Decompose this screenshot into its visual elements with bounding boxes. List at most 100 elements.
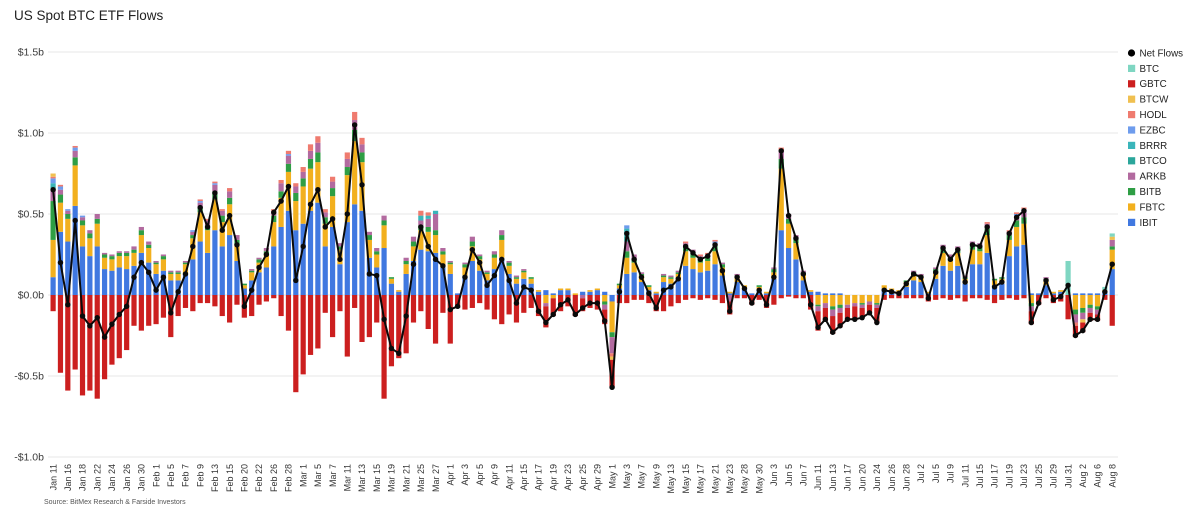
bar-segment-brrr xyxy=(432,210,439,214)
bar-segment-arkb xyxy=(859,304,865,308)
bar-segment-hodl xyxy=(315,136,321,143)
bar-segment-arkb xyxy=(866,301,873,305)
net-flows-point xyxy=(866,310,873,316)
bar-segment-bitb xyxy=(1080,307,1086,313)
bar-segment-ibit xyxy=(565,290,571,295)
net-flows-point xyxy=(1094,316,1101,322)
bar-segment-ibit xyxy=(535,291,542,295)
y-axis-label: -$0.5b xyxy=(14,371,44,383)
bar-segment-arkb xyxy=(300,171,306,179)
bar-segment-ibit xyxy=(1006,256,1012,295)
bar-segment-ibit xyxy=(300,223,306,295)
bar-segment-arkb xyxy=(337,243,343,247)
bar-segment-ibit xyxy=(830,293,836,295)
x-axis-label: Jul 17 xyxy=(990,464,1000,488)
bar-segment-gbtc xyxy=(138,295,144,331)
bar-segment-ibit xyxy=(87,256,93,295)
bar-segment-arkb xyxy=(1109,239,1115,247)
bar-segment-ibit xyxy=(410,260,417,295)
net-flows-point xyxy=(1013,214,1020,220)
bar-segment-gbtc xyxy=(822,307,828,321)
net-flows-point xyxy=(79,313,86,319)
x-axis-label: Apr 29 xyxy=(593,464,603,491)
bar-segment-fbtc xyxy=(153,264,159,274)
bar-segment-bitb xyxy=(344,167,350,176)
bar-segment-ibit xyxy=(440,267,446,295)
x-axis-label: May 7 xyxy=(637,464,647,489)
net-flows-point xyxy=(168,310,174,316)
net-flows-point xyxy=(226,212,233,219)
x-axis-label: Apr 5 xyxy=(475,464,485,486)
bar-segment-bitb xyxy=(1028,303,1034,307)
bar-segment-fbtc xyxy=(57,202,64,232)
net-flows-point xyxy=(815,324,821,331)
bar-segment-ibit xyxy=(1050,293,1056,295)
legend-marker-ibit xyxy=(1128,218,1136,226)
bar-segment-hodl xyxy=(418,210,424,216)
x-axis-label: Apr 11 xyxy=(504,464,514,490)
bar-segment-ibit xyxy=(432,252,439,295)
net-flows-point xyxy=(381,316,387,322)
legend-label: EZBC xyxy=(1140,125,1166,136)
bar-segment-bitb xyxy=(227,197,233,205)
x-axis-label: Jul 31 xyxy=(1063,464,1073,488)
bar-segment-gbtc xyxy=(432,295,439,344)
x-axis-label: May 1 xyxy=(607,464,617,489)
bar-segment-gbtc xyxy=(153,295,159,325)
bar-segment-hodl xyxy=(219,209,225,211)
bar-segment-arkb xyxy=(491,251,497,255)
legend-marker-net-flows xyxy=(1127,49,1136,57)
bar-segment-fbtc xyxy=(866,295,873,302)
net-flows-point xyxy=(1043,277,1049,284)
bar-segment-ibit xyxy=(329,226,336,295)
x-axis-label: May 15 xyxy=(681,464,691,494)
bar-segment-ezbc xyxy=(190,230,196,232)
bar-segment-fbtc xyxy=(197,212,203,242)
bar-segment-ibit xyxy=(65,241,71,295)
bar-segment-ezbc xyxy=(285,154,292,156)
bar-segment-hodl xyxy=(293,183,299,187)
bar-segment-fbtc xyxy=(557,288,564,291)
bar-segment-bitb xyxy=(374,251,380,255)
bar-segment-ibit xyxy=(293,230,299,295)
bar-segment-arkb xyxy=(432,214,439,231)
bar-segment-bitb xyxy=(609,332,615,338)
bar-segment-bitb xyxy=(719,264,726,268)
bar-segment-gbtc xyxy=(212,295,218,307)
bar-segment-ibit xyxy=(322,246,328,295)
x-axis-label: Jan 24 xyxy=(107,464,117,491)
bar-segment-fbtc xyxy=(116,256,122,268)
x-axis-label: Jun 5 xyxy=(784,464,794,486)
bar-segment-bitb xyxy=(366,235,372,240)
bar-segment-gbtc xyxy=(999,295,1005,300)
x-axis-label: Apr 3 xyxy=(460,464,470,486)
bar-segment-gbtc xyxy=(955,295,961,299)
bar-segment-ibit xyxy=(381,248,387,295)
bar-segment-bitb xyxy=(337,246,343,250)
bar-segment-fbtc xyxy=(712,251,718,265)
net-flows-point xyxy=(1072,332,1079,339)
bar-segment-ibit xyxy=(307,210,314,295)
bar-segment-bitb xyxy=(271,215,277,223)
bar-segment-fbtc xyxy=(1006,239,1012,257)
bar-segment-hodl xyxy=(278,179,284,184)
bar-segment-bitb xyxy=(1109,246,1115,250)
x-axis-label: Jan 11 xyxy=(48,464,58,490)
bar-segment-ibit xyxy=(543,290,549,295)
bar-segment-ibit xyxy=(683,265,689,295)
bar-segment-bitb xyxy=(146,244,152,249)
bar-segment-fbtc xyxy=(1021,223,1027,245)
bar-segment-fbtc xyxy=(65,218,71,242)
net-flows-point xyxy=(587,300,593,306)
net-flows-point xyxy=(756,287,762,293)
net-flows-point xyxy=(977,243,983,250)
bar-segment-bitb xyxy=(830,306,836,310)
bar-segment-fbtc xyxy=(182,264,189,274)
bar-segment-ibit xyxy=(219,246,225,295)
bar-segment-gbtc xyxy=(638,295,645,300)
bar-segment-bitb xyxy=(307,158,314,169)
bar-segment-arkb xyxy=(1087,307,1093,313)
bar-segment-gbtc xyxy=(440,295,446,313)
bar-segment-gbtc xyxy=(271,295,277,299)
net-flows-point xyxy=(263,251,270,258)
